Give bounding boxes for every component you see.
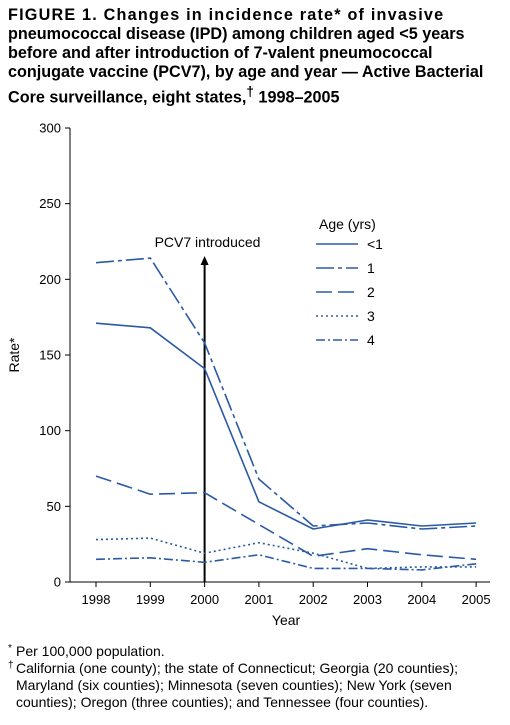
y-tick-label: 100 [39, 423, 61, 438]
legend-label-5: 4 [367, 332, 375, 348]
line-chart: 0 50 100 150 200 250 300 1998 1999 2000 2001 2002 20… [6, 121, 491, 629]
legend-label-1: <1 [367, 236, 383, 252]
x-tick-label: 2005 [462, 592, 491, 607]
y-tick-label: 50 [47, 499, 61, 514]
x-axis-label: Year [272, 612, 301, 628]
figure-title: FIGURE 1. Changes in incidence rate* of … [8, 6, 504, 107]
y-tick-label: 150 [39, 348, 61, 363]
annotation-arrow-head [200, 256, 209, 265]
footnote-1-text: Per 100,000 population. [16, 643, 165, 659]
chart-annotation: PCV7 introduced [155, 234, 261, 582]
x-tick-label: 2004 [407, 592, 436, 607]
x-tick-label: 2001 [244, 592, 273, 607]
x-tick-label: 2002 [299, 592, 328, 607]
footnote-2: † California (one county); the state of C… [8, 660, 508, 711]
y-tick-label: 200 [39, 272, 61, 287]
x-tick-label: 1998 [82, 592, 111, 607]
chart-legend: Age (yrs) <1 1 2 3 4 [316, 216, 383, 348]
figure-title-lead: FIGURE 1. Changes in incidence rate* of … [8, 6, 445, 24]
legend-label-4: 3 [367, 308, 375, 324]
figure-title-body: pneumococcal disease (IPD) among childre… [8, 25, 484, 107]
series-line-4 [95, 537, 477, 570]
y-tick-label: 250 [39, 196, 61, 211]
footnote-1: * Per 100,000 population. [8, 643, 508, 660]
footnote-2-mark: † [8, 660, 14, 671]
footnote-2-text: California (one county); the state of Co… [16, 660, 459, 710]
chart-series [95, 257, 477, 571]
series-line-1 [95, 322, 477, 530]
footnote-1-mark: * [8, 643, 12, 654]
legend-label-2: 1 [367, 260, 375, 276]
footnotes: * Per 100,000 population. † California (on… [8, 643, 508, 711]
series-line-5 [95, 553, 477, 571]
y-tick-label: 300 [39, 121, 61, 136]
annotation-label: PCV7 introduced [155, 234, 261, 250]
y-tick-label: 0 [54, 575, 61, 590]
x-tick-label: 2000 [190, 592, 219, 607]
y-axis-label: Rate* [6, 337, 22, 373]
legend-label-3: 2 [367, 284, 375, 300]
series-line-3 [95, 475, 477, 561]
legend-title: Age (yrs) [319, 216, 376, 232]
figure-title-dagger: † [246, 84, 254, 99]
figure-title-years: 1998–2005 [253, 88, 340, 107]
chart-axes: 0 50 100 150 200 250 300 1998 1999 2000 2001 2002 20… [6, 121, 491, 629]
series-line-2 [95, 257, 477, 530]
x-tick-label: 1999 [136, 592, 165, 607]
x-tick-label: 2003 [353, 592, 382, 607]
